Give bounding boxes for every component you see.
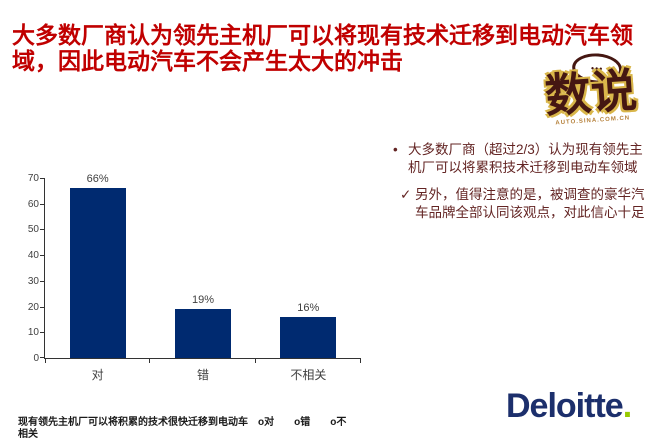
y-axis-tick-label: 40 — [27, 250, 39, 262]
bullet-list: • 大多数厂商（超过2/3）认为现有领先主机厂可以将累积技术迁移到电动车领域 ✓… — [393, 141, 656, 222]
checkmark-icon: ✓ — [400, 187, 412, 202]
page-title: 大多数厂商认为领先主机厂可以将现有技术迁移到电动汽车领域，因此电动汽车不会产生太… — [12, 22, 633, 74]
deloitte-logo-green-dot: . — [622, 387, 633, 425]
y-axis-tick-label: 30 — [27, 275, 39, 287]
y-axis-tick — [40, 203, 45, 205]
bar-chart: 0 10 20 30 40 50 60 70 66% 对 19% 错 16% 不相关 — [28, 173, 361, 382]
chart-caption: 现有领先主机厂可以将积累的技术很快迁移到电动车 o对 o错 o不 相关 — [18, 417, 398, 440]
bar-value-label: 19% — [191, 294, 214, 307]
shushuo-stamp-logo: ••• 数说 AUTO.SINA.COM.CN — [525, 50, 656, 141]
y-axis-tick — [40, 357, 45, 358]
category-label: 错 — [196, 368, 209, 382]
bullet-item: ✓ 另外，值得注意的是，被调查的豪华汽车品牌全部认同该观点，对此信心十足 — [400, 186, 656, 222]
shushuo-logo-text: 数说 — [543, 63, 639, 123]
y-axis-tick — [40, 306, 45, 308]
bullet-marker: • — [393, 142, 398, 157]
category-label: 不相关 — [290, 368, 327, 382]
y-axis-tick — [40, 280, 45, 282]
deloitte-logo-text: Deloitte — [506, 387, 624, 425]
y-axis-tick-label: 50 — [27, 224, 39, 236]
bar-value-label: 66% — [86, 173, 109, 186]
chart-caption-line2: 相关 — [18, 429, 38, 440]
bar-value-label: 16% — [297, 301, 320, 314]
y-axis-tick — [40, 178, 45, 179]
category-label: 对 — [91, 368, 104, 382]
bar — [69, 188, 126, 358]
y-axis-tick — [40, 332, 45, 334]
bullet-text: 大多数厂商（超过2/3）认为现有领先主机厂可以将累积技术迁移到电动车领域 — [408, 142, 643, 175]
x-axis-tick — [45, 359, 46, 363]
x-axis-tick — [149, 359, 151, 363]
y-axis-tick-label: 10 — [27, 327, 39, 339]
bullet-text: 另外，值得注意的是，被调查的豪华汽车品牌全部认同该观点，对此信心十足 — [415, 187, 645, 220]
y-axis-tick-label: 60 — [27, 198, 39, 210]
deloitte-logo: Deloitte. — [506, 387, 633, 426]
y-axis-tick-label: 0 — [33, 353, 39, 364]
bullet-item: • 大多数厂商（超过2/3）认为现有领先主机厂可以将累积技术迁移到电动车领域 — [393, 141, 656, 177]
x-axis-tick — [360, 359, 361, 363]
bar — [280, 316, 337, 358]
y-axis-tick-label: 70 — [27, 173, 39, 184]
y-axis-tick — [40, 229, 45, 231]
chart-caption-line1: 现有领先主机厂可以将积累的技术很快迁移到电动车 o对 o错 o不 — [18, 417, 347, 428]
y-axis-tick-label: 20 — [27, 301, 39, 313]
y-axis-tick — [40, 255, 45, 257]
x-axis-tick — [254, 359, 256, 363]
bar — [175, 309, 231, 358]
